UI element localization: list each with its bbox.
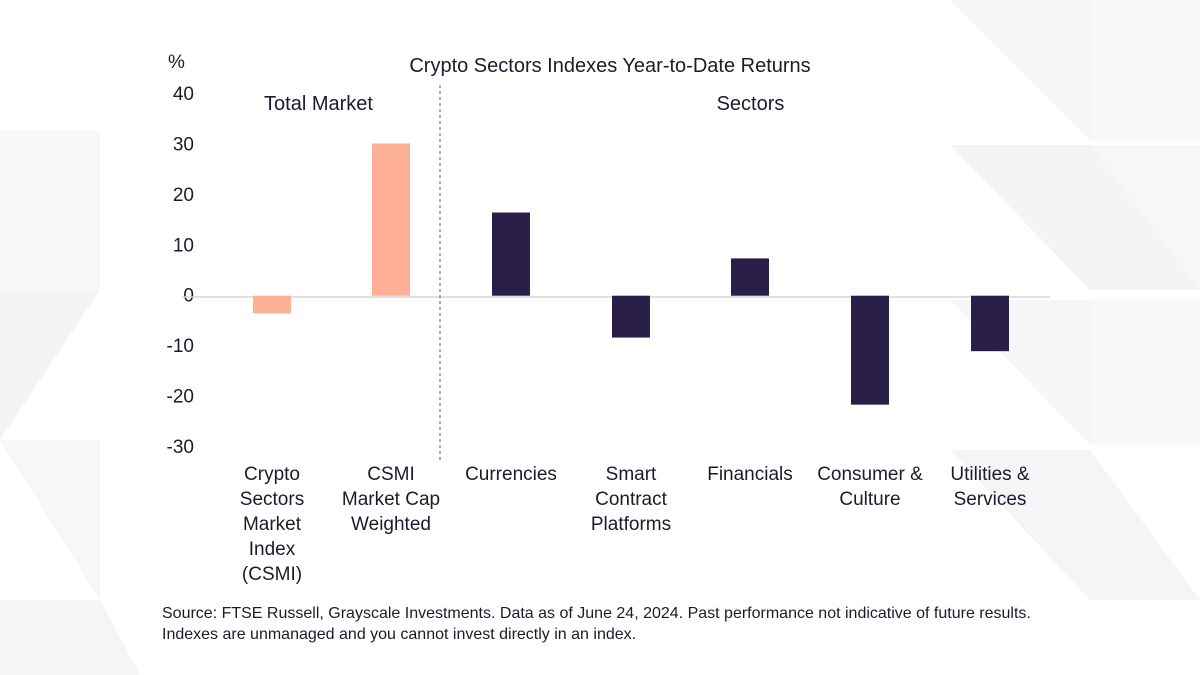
bar <box>492 212 530 296</box>
x-tick-label: Smart <box>606 464 657 485</box>
x-tick-label: (CSMI) <box>242 564 302 585</box>
x-tick-label: Market <box>243 514 302 535</box>
x-tick-label: Crypto <box>244 464 300 485</box>
bars <box>253 143 1009 405</box>
y-tick-label: 30 <box>173 134 194 155</box>
group-label: Total Market <box>264 93 373 115</box>
bar <box>851 295 889 405</box>
y-axis-ticks: 40 30 20 10 0 -10 -20 -30 <box>167 84 194 458</box>
chart-title: Crypto Sectors Indexes Year-to-Date Retu… <box>409 55 810 77</box>
y-tick-label: -20 <box>167 387 194 408</box>
x-tick-label: Sectors <box>240 489 304 510</box>
x-tick-label: Market Cap <box>342 489 440 510</box>
bar <box>253 295 291 314</box>
bar <box>372 143 410 296</box>
y-tick-label: 10 <box>173 235 194 256</box>
x-tick-label: CSMI <box>367 464 415 485</box>
y-tick-label: 20 <box>173 185 194 206</box>
bar <box>971 295 1009 352</box>
x-tick-label: Contract <box>595 489 668 510</box>
x-tick-label: Platforms <box>591 514 671 535</box>
x-tick-label: Utilities & <box>950 464 1030 485</box>
x-tick-label: Consumer & <box>817 464 923 485</box>
bar <box>731 258 769 296</box>
x-tick-label: Culture <box>839 489 900 510</box>
y-tick-label: 40 <box>173 84 194 105</box>
y-tick-label: -30 <box>167 437 194 458</box>
bar <box>612 295 650 338</box>
y-axis-unit: % <box>168 52 185 73</box>
x-tick-label: Financials <box>707 464 793 485</box>
group-labels: Total Market Sectors <box>264 93 784 115</box>
source-note: Source: FTSE Russell, Grayscale Investme… <box>162 605 1031 643</box>
x-tick-label: Services <box>954 489 1027 510</box>
x-tick-label: Currencies <box>465 464 557 485</box>
x-tick-label: Weighted <box>351 514 431 535</box>
y-tick-label: 0 <box>183 286 194 307</box>
x-axis-labels: Crypto Sectors Market Index (CSMI) CSMI Market… <box>240 464 1030 585</box>
group-label: Sectors <box>717 93 785 115</box>
y-tick-label: -10 <box>167 336 194 357</box>
x-tick-label: Index <box>249 539 296 560</box>
